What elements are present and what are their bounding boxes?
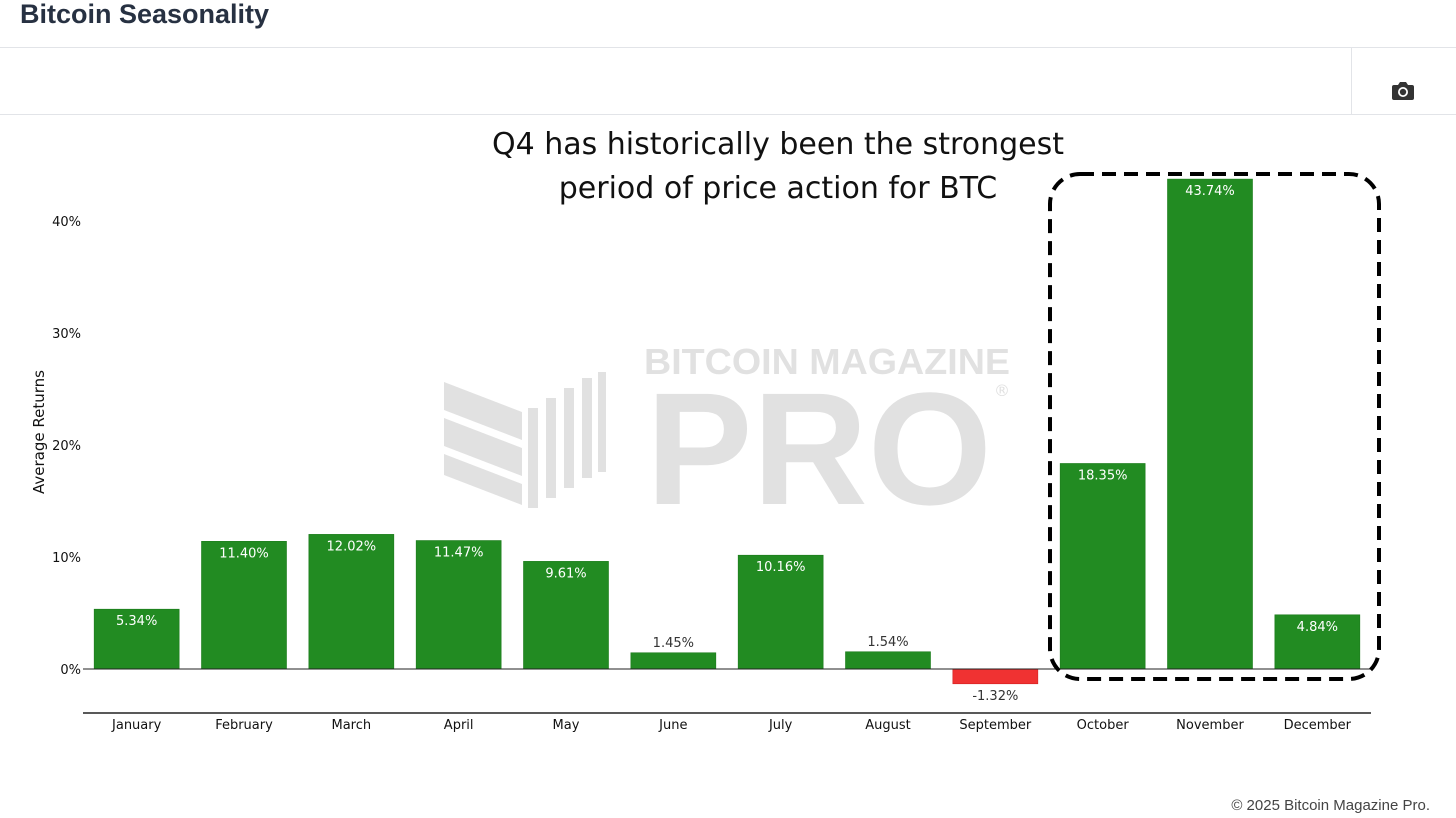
x-tick-label: March xyxy=(332,718,372,733)
watermark: BITCOIN MAGAZINE PRO ® xyxy=(444,341,1010,538)
data-label: 43.74% xyxy=(1185,184,1235,199)
x-tick-label: February xyxy=(215,718,273,733)
y-tick-label: 30% xyxy=(52,327,81,342)
data-label: 11.47% xyxy=(434,546,484,561)
bar-june xyxy=(630,652,717,670)
bar-may xyxy=(523,561,609,670)
annotation-line2: period of price action for BTC xyxy=(559,171,998,206)
x-axis: January February March April May June July Augu… xyxy=(83,712,1371,733)
bar-november xyxy=(1167,178,1253,670)
bar-january xyxy=(93,608,180,670)
data-label: 1.54% xyxy=(867,635,908,650)
watermark-line1: BITCOIN MAGAZINE xyxy=(644,341,1010,382)
page-title: Bitcoin Seasonality xyxy=(20,0,270,29)
y-tick-label: 20% xyxy=(52,439,81,454)
data-label: 18.35% xyxy=(1078,468,1128,483)
bar-march xyxy=(308,534,395,670)
data-label: -1.32% xyxy=(972,689,1018,704)
bars: 5.34% 11.40% 12.02% 11.47% 9.61% 1.45% 10.16% 1… xyxy=(93,178,1361,704)
x-tick-label: May xyxy=(553,718,580,733)
x-tick-label: June xyxy=(658,718,687,733)
bar-july xyxy=(737,554,824,670)
x-tick-label: December xyxy=(1284,718,1352,733)
copyright: © 2025 Bitcoin Magazine Pro. xyxy=(1231,797,1430,814)
data-label: 11.40% xyxy=(219,546,269,561)
y-tick-label: 0% xyxy=(60,663,81,678)
x-tick-label: January xyxy=(111,718,162,733)
x-tick-label: September xyxy=(959,718,1032,733)
data-label: 10.16% xyxy=(756,560,806,575)
header-divider xyxy=(0,47,1456,48)
data-label: 5.34% xyxy=(116,614,157,629)
data-label: 9.61% xyxy=(545,566,586,581)
x-tick-label: August xyxy=(865,718,911,733)
watermark-logo-icon xyxy=(444,372,606,508)
y-axis-title: Average Returns xyxy=(30,370,48,494)
bar-september xyxy=(952,668,1039,685)
download-image-button[interactable] xyxy=(1391,80,1415,102)
bar-december xyxy=(1274,614,1361,670)
y-tick-label: 10% xyxy=(52,551,81,566)
watermark-registered-mark: ® xyxy=(994,381,1010,400)
q4-highlight-box xyxy=(1048,172,1381,681)
camera-icon xyxy=(1392,82,1414,100)
x-tick-label: October xyxy=(1077,718,1130,733)
bar-april xyxy=(415,540,502,670)
y-tick-label: 40% xyxy=(52,215,81,230)
data-label: 4.84% xyxy=(1297,620,1338,635)
x-tick-label: April xyxy=(444,718,474,733)
chart-toolbar xyxy=(0,48,1456,114)
watermark-line2: PRO xyxy=(646,359,992,538)
toolbar-divider xyxy=(1351,48,1352,114)
bar-february xyxy=(201,541,287,670)
toolbar-bottom-divider xyxy=(0,114,1456,115)
data-label: 1.45% xyxy=(653,636,694,651)
bar-august xyxy=(845,651,931,670)
annotation-line1: Q4 has historically been the strongest xyxy=(492,127,1064,162)
y-axis: 0% 10% 20% 30% 40% xyxy=(52,215,1371,678)
x-tick-label: November xyxy=(1176,718,1244,733)
data-label: 12.02% xyxy=(327,539,377,554)
x-tick-label: July xyxy=(768,718,793,733)
bar-october xyxy=(1059,463,1146,670)
